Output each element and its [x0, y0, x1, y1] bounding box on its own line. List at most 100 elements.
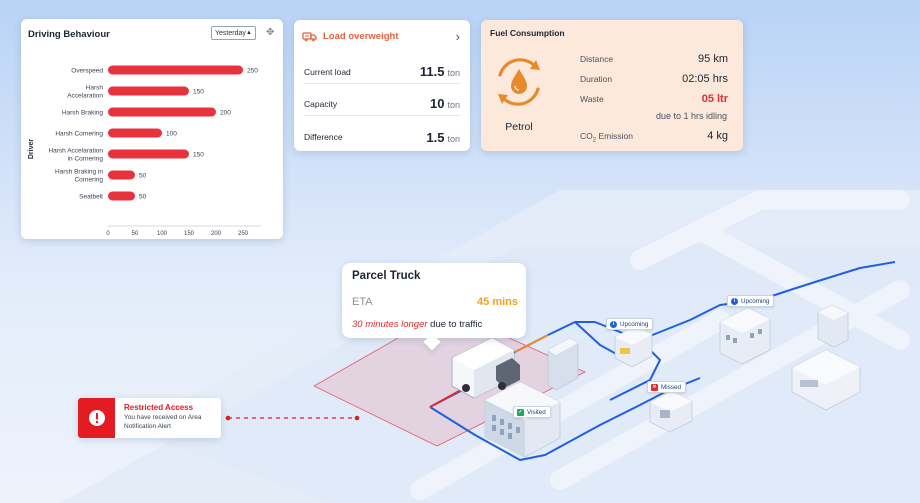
fuel-row-value: 95 km — [698, 53, 728, 65]
category-label: Harsh Braking — [62, 110, 104, 117]
load-value-unit: ton — [447, 133, 460, 144]
fuel-emission-label: CO2 Emission — [580, 131, 633, 144]
fuel-row-value: 02:05 hrs — [682, 73, 728, 85]
stop-tag-label: Missed — [661, 383, 681, 391]
load-row-value: 10 ton — [430, 96, 460, 111]
restricted-message: You have received on Area Notification A… — [124, 414, 202, 430]
period-select[interactable]: Yesterday ▲︎ — [211, 26, 256, 40]
delay-duration: 30 minutes longer — [352, 319, 428, 330]
fuel-row-label: Distance — [580, 54, 614, 64]
period-select-value: Yesterday — [215, 29, 246, 37]
select-updown-icon: ▲︎ — [246, 30, 252, 36]
building-upcoming-2 — [719, 307, 771, 365]
fuel-row-label: Waste — [580, 94, 604, 104]
category-label: Harsh — [86, 85, 104, 92]
building-upcoming-1 — [614, 325, 653, 368]
stop-tag-label: Upcoming — [620, 320, 649, 328]
eta-label: ETA — [352, 296, 373, 308]
load-row-current: Current load 11.5 ton — [304, 60, 460, 84]
fuel-row-waste: Waste 05 ltr — [580, 93, 728, 105]
bar-value-label: 50 — [139, 194, 147, 201]
load-row-difference: Difference 1.5 ton — [304, 125, 460, 149]
restricted-connector-start — [225, 415, 231, 421]
building-house — [791, 349, 861, 411]
bar-value-label: 200 — [220, 110, 231, 117]
stop-tag-upcoming[interactable]: i Upcoming — [606, 318, 654, 330]
move-icon[interactable]: ✥ — [266, 27, 275, 38]
bar — [108, 149, 189, 159]
delay-reason: due to traffic — [430, 319, 483, 330]
info-icon: i — [610, 320, 617, 328]
building-missed — [649, 390, 693, 433]
fuel-emission-value: 4 kg — [707, 130, 728, 142]
load-row-label: Difference — [304, 132, 343, 142]
fuel-row-distance: Distance 95 km — [580, 53, 728, 65]
category-label: Harsh Braking in — [55, 169, 103, 176]
fuel-row-label: Duration — [580, 74, 613, 84]
parcel-truck-icon[interactable] — [451, 337, 520, 399]
y-axis-title: Driver — [28, 139, 35, 160]
route-orange-segment — [514, 334, 549, 353]
bar — [108, 170, 135, 180]
category-label: Cornering — [74, 177, 103, 184]
bar — [108, 107, 216, 117]
eta-value: 45 mins — [477, 296, 518, 308]
load-row-label: Current load — [304, 66, 351, 77]
load-row-capacity: Capacity 10 ton — [304, 92, 460, 116]
category-label: Accelaration — [67, 93, 103, 100]
chevron-right-icon[interactable]: › — [455, 29, 460, 44]
stop-tag-upcoming[interactable]: i Upcoming — [727, 295, 775, 307]
building-visited — [484, 381, 561, 458]
load-header: Load overweight — [302, 31, 398, 42]
truck-title: Parcel Truck — [352, 270, 421, 282]
category-label: Harsh Cornering — [55, 131, 103, 138]
bar-value-label: 50 — [139, 173, 147, 180]
category-label: Seatbelt — [79, 194, 103, 201]
load-overweight-card[interactable]: Load overweight › Current load 11.5 ton C… — [294, 20, 470, 151]
bar — [108, 65, 243, 75]
info-icon: i — [731, 297, 738, 305]
fuel-waste-value: 05 ltr — [701, 93, 728, 105]
parcel-truck-popup[interactable]: Parcel Truck ETA 45 mins 30 minutes long… — [342, 263, 526, 351]
stop-tag-visited[interactable]: ✓ Visited — [513, 406, 551, 418]
x-tick-label: 200 — [211, 231, 222, 237]
fuel-waste-note: due to 1 hrs idling — [655, 111, 727, 121]
restricted-access-alert[interactable]: Restricted Access You have received on A… — [78, 398, 221, 438]
bar-value-label: 100 — [166, 131, 177, 138]
fuel-drop-cycle-icon — [498, 58, 540, 106]
load-row-value: 11.5 ton — [420, 64, 460, 79]
load-value-number: 1.5 — [426, 129, 445, 145]
x-tick-label: 250 — [238, 231, 249, 237]
stop-tag-missed[interactable]: ✕ Missed — [647, 381, 686, 393]
category-label: Harsh Accelaration — [48, 148, 103, 155]
emission-suffix: Emission — [598, 131, 633, 141]
x-tick-label: 100 — [157, 231, 168, 237]
bar-value-label: 150 — [193, 152, 204, 159]
bar-value-label: 250 — [247, 68, 258, 75]
emission-subscript: 2 — [592, 137, 597, 144]
fuel-type-label: Petrol — [505, 121, 533, 133]
delay-text: 30 minutes longer due to traffic — [352, 319, 482, 330]
fuel-row-emission: CO2 Emission 4 kg — [580, 130, 728, 144]
load-value-number: 10 — [430, 96, 445, 111]
bar-value-label: 150 — [193, 89, 204, 96]
load-value-unit: ton — [447, 100, 460, 110]
bar — [108, 191, 135, 201]
truck-weight-icon — [302, 32, 317, 42]
alert-icon — [88, 410, 105, 426]
stop-tag-label: Visited — [527, 408, 546, 416]
load-value-number: 11.5 — [419, 64, 445, 79]
building-tower — [817, 304, 849, 348]
load-row-label: Capacity — [304, 98, 338, 109]
fuel-title: Fuel Consumption — [490, 28, 565, 38]
load-title: Load overweight — [323, 31, 399, 42]
category-label: in Cornering — [68, 156, 104, 163]
load-row-value: 1.5 ton — [426, 130, 460, 145]
load-value-unit: ton — [447, 68, 460, 78]
category-label: Overspeed — [71, 68, 103, 75]
restricted-title: Restricted Access — [124, 403, 194, 412]
alert-icon-bar — [78, 398, 115, 438]
restricted-connector-end — [354, 415, 360, 421]
